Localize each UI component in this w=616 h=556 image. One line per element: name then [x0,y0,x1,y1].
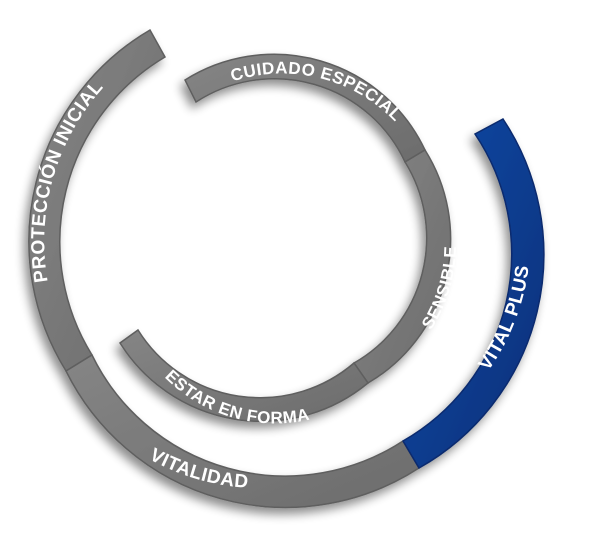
inner-ring [118,53,452,423]
segment-sensible [352,148,452,384]
outer-ring [28,28,545,509]
segment-vital-plus [401,118,545,470]
segment-estar-en-forma [118,328,370,423]
